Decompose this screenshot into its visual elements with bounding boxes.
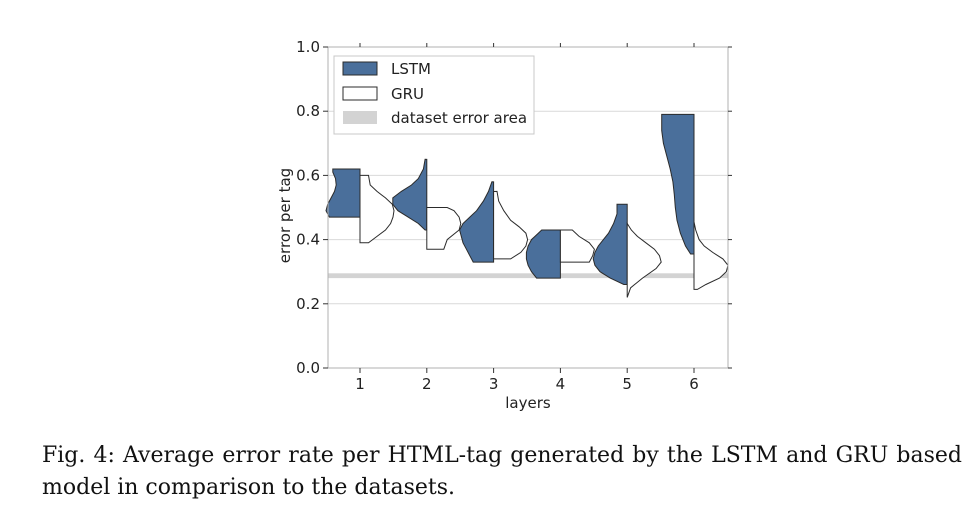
legend-swatch-gru <box>342 86 378 101</box>
violins <box>325 113 729 298</box>
axes: 0.0 0.2 0.4 0.6 0.8 1.0 1 2 3 4 5 6 <box>296 38 732 393</box>
violin-gru-4 <box>559 229 595 263</box>
violin-lstm-1 <box>325 168 361 218</box>
x-tick-label: 4 <box>556 375 566 393</box>
violin-chart: 0.0 0.2 0.4 0.6 0.8 1.0 1 2 3 4 5 6 layers error pe… <box>276 38 732 412</box>
x-tick-label: 1 <box>355 375 365 393</box>
x-tick-label: 3 <box>489 375 499 393</box>
violin-lstm-2 <box>392 158 428 231</box>
violin-gru-2 <box>426 207 462 250</box>
legend-swatch-dataset-error <box>343 111 377 124</box>
x-axis-label: layers <box>505 394 551 412</box>
y-tick-label: 0.4 <box>296 231 320 249</box>
plot-frame <box>327 46 729 369</box>
violin-gru-5 <box>626 221 662 298</box>
dataset-error-band <box>328 273 728 279</box>
violin-gru-6 <box>693 221 729 290</box>
legend-label-lstm: LSTM <box>391 60 431 78</box>
violin-gru-3 <box>493 190 529 260</box>
violin-gru-1 <box>359 174 395 244</box>
violin-lstm-6 <box>661 113 695 255</box>
x-tick-label: 6 <box>689 375 699 393</box>
x-tick-label: 2 <box>422 375 432 393</box>
violin-lstm-3 <box>459 181 495 263</box>
y-tick-label: 0.8 <box>296 102 320 120</box>
legend: LSTM GRU dataset error area <box>333 55 535 135</box>
y-tick-label: 0.0 <box>296 359 320 377</box>
figure-caption: Fig. 4: Average error rate per HTML-tag … <box>42 443 962 500</box>
y-tick-label: 0.6 <box>296 166 320 184</box>
violin-lstm-5 <box>592 203 628 286</box>
legend-label-dataset-error: dataset error area <box>391 109 527 127</box>
y-axis-label: error per tag <box>276 168 294 263</box>
legend-swatch-lstm <box>342 61 378 76</box>
legend-label-gru: GRU <box>391 85 424 103</box>
x-tick-label: 5 <box>622 375 632 393</box>
y-tick-label: 1.0 <box>296 38 320 56</box>
y-tick-label: 0.2 <box>296 295 320 313</box>
violin-lstm-4 <box>525 229 561 279</box>
